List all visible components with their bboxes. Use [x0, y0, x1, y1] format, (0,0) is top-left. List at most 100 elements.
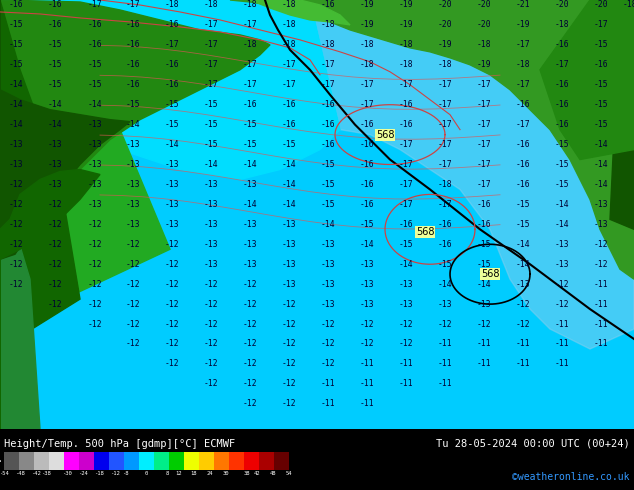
- Text: -12: -12: [9, 200, 23, 209]
- Text: -16: -16: [321, 0, 335, 9]
- Text: -18: -18: [94, 471, 104, 476]
- Text: -18: -18: [204, 0, 218, 9]
- Text: -16: -16: [515, 100, 530, 109]
- Text: -13: -13: [126, 200, 140, 209]
- Polygon shape: [250, 0, 350, 25]
- Text: -15: -15: [48, 60, 62, 69]
- Text: -11: -11: [359, 379, 374, 389]
- Text: -12: -12: [87, 220, 102, 229]
- Text: -16: -16: [399, 100, 413, 109]
- Text: -13: -13: [204, 180, 218, 189]
- Text: 568: 568: [481, 269, 499, 279]
- Text: -14: -14: [48, 120, 62, 129]
- Text: -17: -17: [437, 160, 452, 169]
- Text: -12: -12: [126, 299, 140, 309]
- Bar: [109, 452, 124, 470]
- Text: -13: -13: [204, 220, 218, 229]
- Text: -13: -13: [399, 280, 413, 289]
- Text: -17: -17: [399, 160, 413, 169]
- Text: -17: -17: [437, 200, 452, 209]
- Text: -19: -19: [359, 0, 374, 9]
- Text: -13: -13: [593, 220, 608, 229]
- Text: -14: -14: [87, 100, 102, 109]
- Text: -11: -11: [515, 360, 530, 368]
- Bar: [94, 452, 109, 470]
- Text: Tu 28-05-2024 00:00 UTC (00+24): Tu 28-05-2024 00:00 UTC (00+24): [436, 439, 630, 449]
- Text: -16: -16: [555, 120, 569, 129]
- Text: -17: -17: [87, 0, 102, 9]
- Text: -17: -17: [126, 0, 140, 9]
- Text: -17: -17: [281, 80, 296, 89]
- Text: -16: -16: [359, 180, 374, 189]
- Text: -17: -17: [399, 140, 413, 149]
- Text: -17: -17: [359, 100, 374, 109]
- Text: -24: -24: [78, 471, 88, 476]
- Text: -15: -15: [321, 180, 335, 189]
- Text: -11: -11: [437, 360, 452, 368]
- Text: -15: -15: [593, 120, 608, 129]
- Text: -17: -17: [399, 180, 413, 189]
- Text: -15: -15: [515, 200, 530, 209]
- Text: -14: -14: [243, 200, 257, 209]
- Text: -12: -12: [165, 340, 179, 348]
- Text: -15: -15: [165, 120, 179, 129]
- Text: -17: -17: [437, 120, 452, 129]
- Text: -11: -11: [321, 399, 335, 408]
- Text: -14: -14: [437, 280, 452, 289]
- Text: -13: -13: [321, 299, 335, 309]
- Bar: [139, 452, 154, 470]
- Text: -13: -13: [321, 260, 335, 269]
- Text: -11: -11: [593, 280, 608, 289]
- Text: -12: -12: [48, 299, 62, 309]
- Text: -12: -12: [243, 319, 257, 329]
- Text: 42: 42: [254, 471, 261, 476]
- Text: -11: -11: [477, 360, 491, 368]
- Text: -20: -20: [477, 21, 491, 29]
- Text: 18: 18: [191, 471, 197, 476]
- Text: -16: -16: [359, 140, 374, 149]
- Text: -18: -18: [359, 60, 374, 69]
- Text: -13: -13: [126, 220, 140, 229]
- Text: -15: -15: [477, 260, 491, 269]
- Polygon shape: [0, 179, 40, 429]
- Text: -12: -12: [399, 340, 413, 348]
- Text: -11: -11: [321, 379, 335, 389]
- Text: -12: -12: [204, 360, 218, 368]
- Text: -14: -14: [321, 220, 335, 229]
- Text: -19: -19: [399, 0, 413, 9]
- Text: -17: -17: [555, 60, 569, 69]
- Text: -17: -17: [515, 80, 530, 89]
- Text: -17: -17: [243, 21, 257, 29]
- Text: -12: -12: [126, 280, 140, 289]
- Text: -13: -13: [9, 140, 23, 149]
- Text: -16: -16: [555, 40, 569, 49]
- Text: -17: -17: [437, 140, 452, 149]
- Text: -14: -14: [555, 200, 569, 209]
- Bar: [64, 452, 79, 470]
- Text: -12: -12: [281, 340, 296, 348]
- Text: -15: -15: [321, 160, 335, 169]
- Text: -16: -16: [126, 40, 140, 49]
- Text: -15: -15: [321, 200, 335, 209]
- Polygon shape: [0, 0, 130, 259]
- Text: -18: -18: [165, 0, 179, 9]
- Text: -12: -12: [48, 240, 62, 249]
- Text: -12: -12: [48, 200, 62, 209]
- Text: -16: -16: [515, 140, 530, 149]
- Text: -11: -11: [359, 360, 374, 368]
- Text: -13: -13: [321, 240, 335, 249]
- Text: -12: -12: [87, 240, 102, 249]
- Text: -16: -16: [48, 0, 62, 9]
- Text: -14: -14: [477, 280, 491, 289]
- Text: Height/Temp. 500 hPa [gdmp][°C] ECMWF: Height/Temp. 500 hPa [gdmp][°C] ECMWF: [4, 439, 235, 449]
- Text: -16: -16: [321, 120, 335, 129]
- Text: -18: -18: [359, 40, 374, 49]
- Text: -13: -13: [165, 220, 179, 229]
- Text: -15: -15: [204, 120, 218, 129]
- Text: -18: -18: [281, 40, 296, 49]
- Text: -12: -12: [204, 299, 218, 309]
- Text: -20: -20: [437, 21, 452, 29]
- Text: -12: -12: [87, 319, 102, 329]
- Polygon shape: [0, 0, 340, 179]
- Text: -14: -14: [555, 220, 569, 229]
